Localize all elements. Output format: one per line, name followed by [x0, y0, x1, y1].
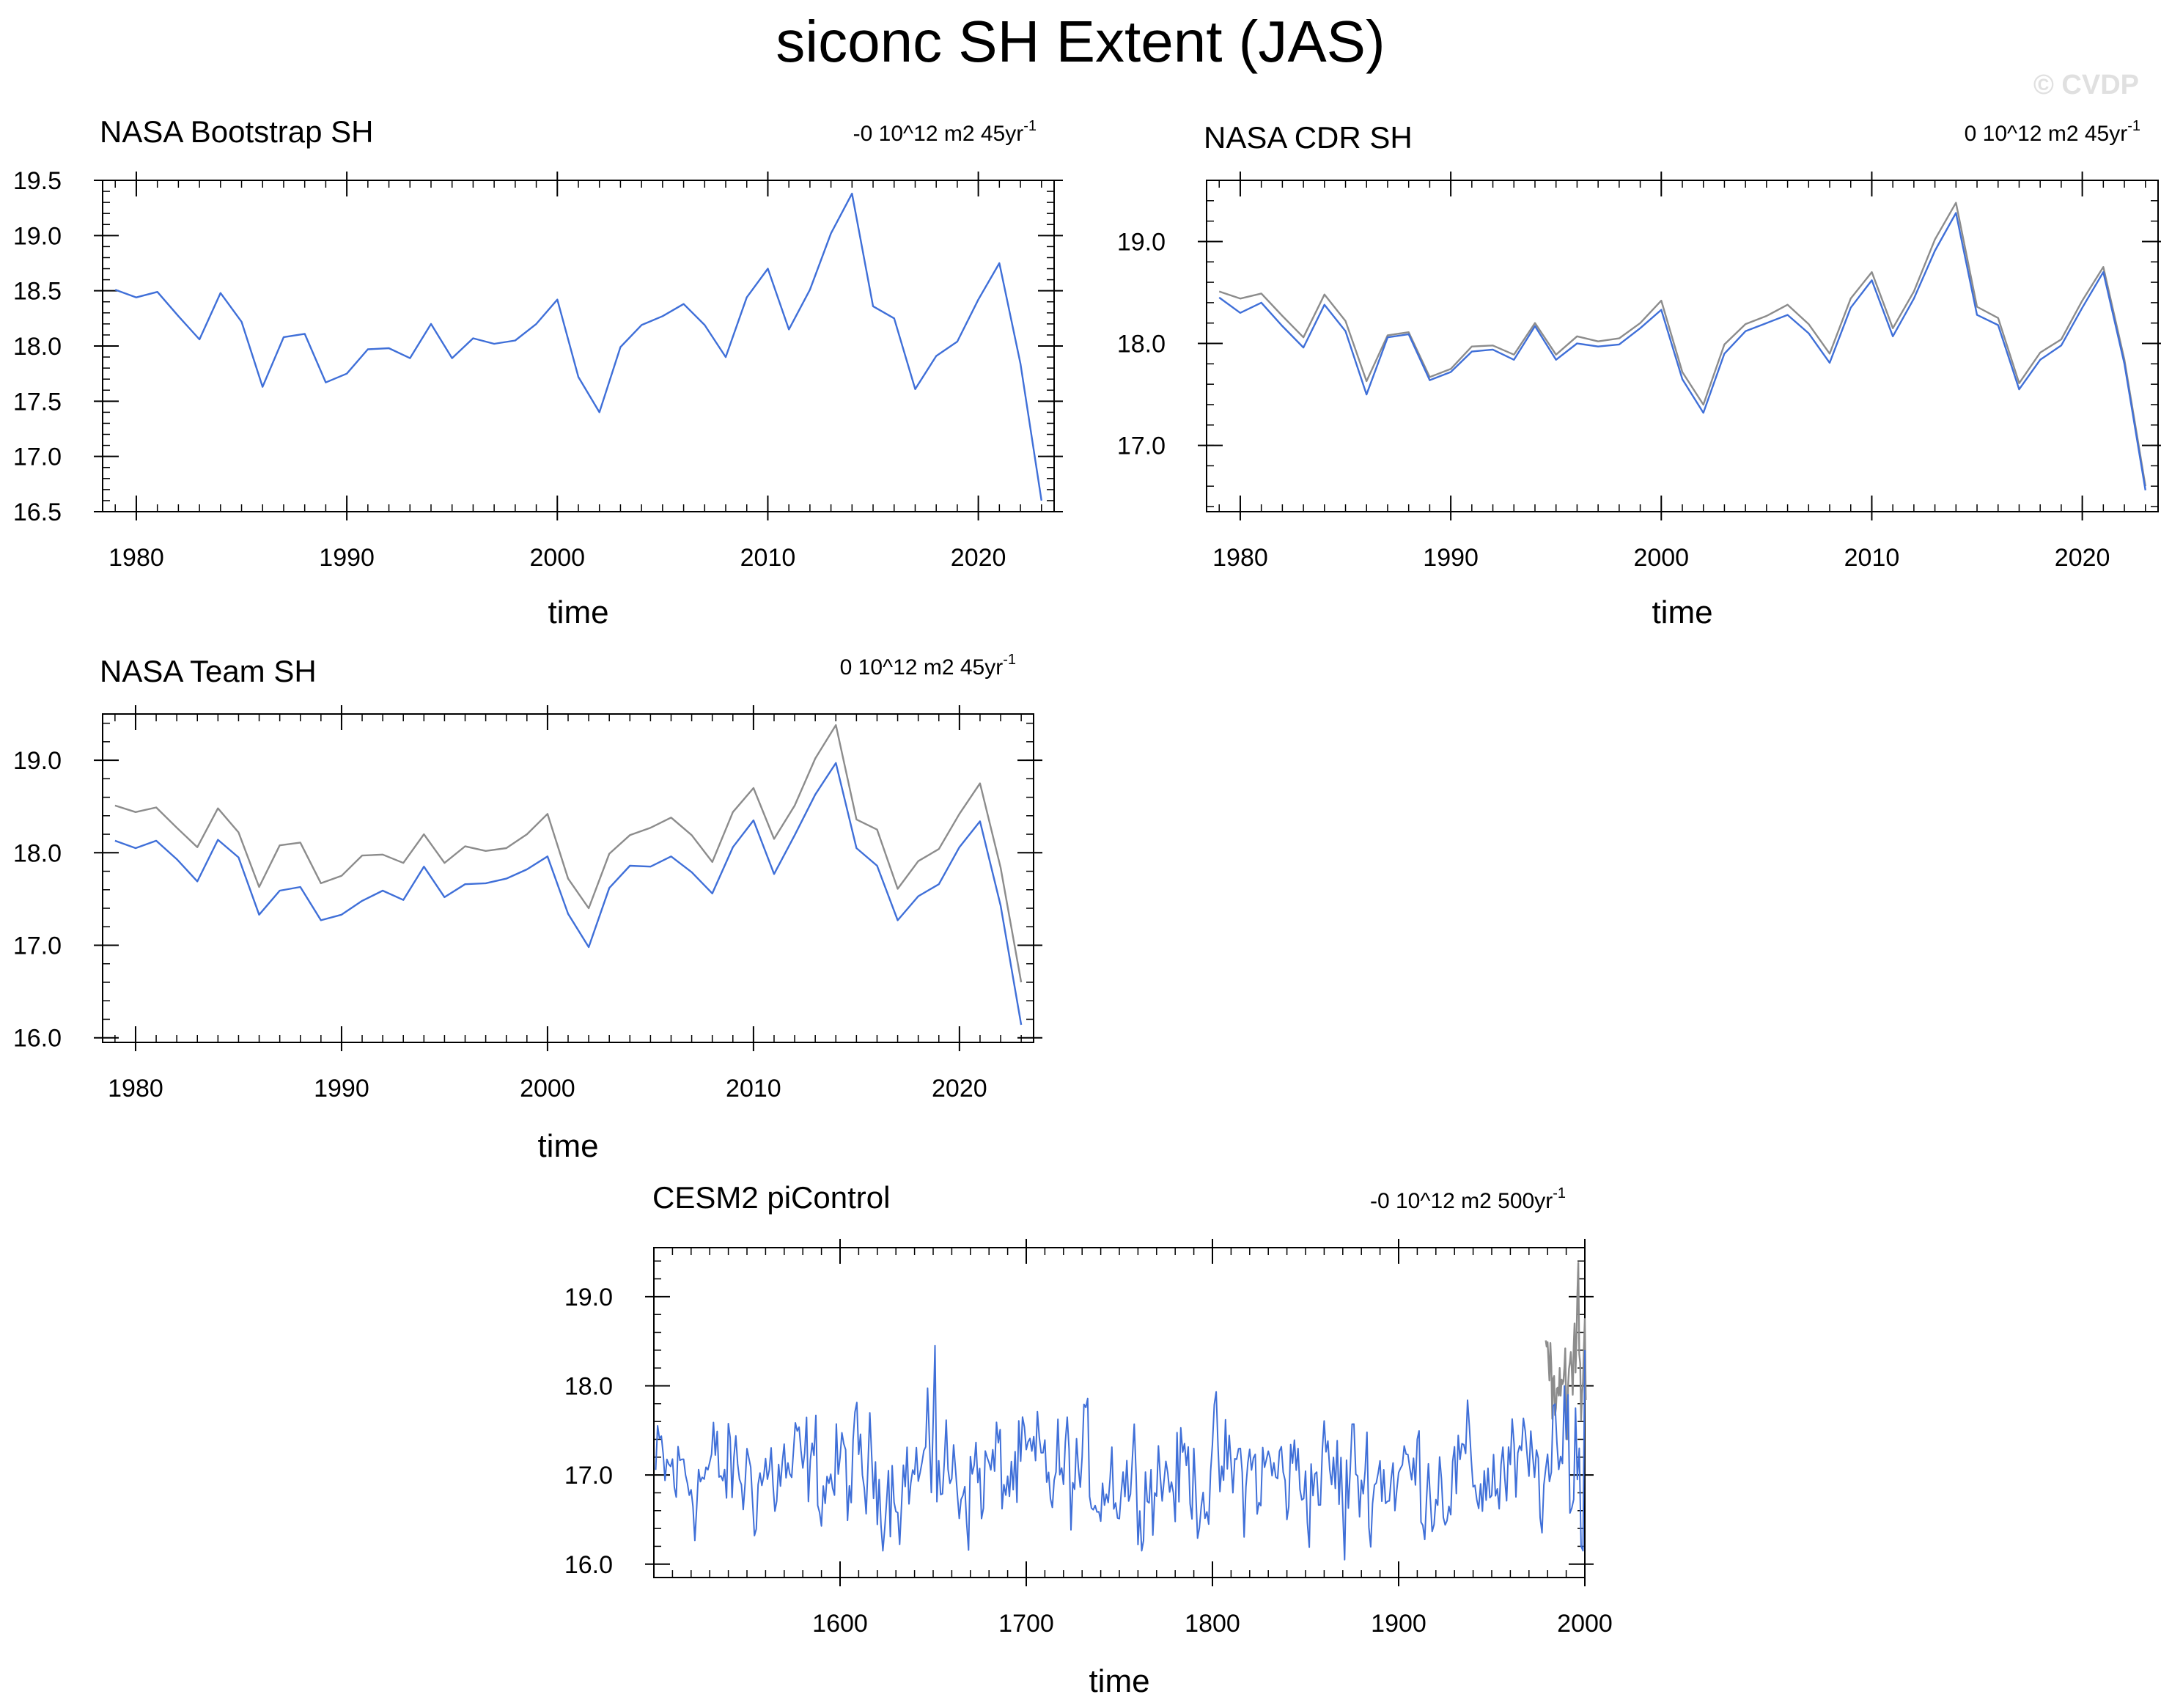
- x-tick-label: 1980: [108, 1075, 163, 1103]
- x-tick-label: 1600: [812, 1610, 868, 1638]
- y-tick-label: 17.0: [1117, 432, 1166, 460]
- figure-title: siconc SH Extent (JAS): [776, 9, 1385, 74]
- x-tick-label: 1800: [1185, 1610, 1240, 1638]
- x-tick-label: 2000: [520, 1075, 575, 1103]
- x-tick-label: 2000: [1633, 544, 1689, 572]
- x-tick-label: 2010: [740, 544, 796, 572]
- x-axis-label: time: [537, 1128, 598, 1164]
- series-line-nasa-bootstrap-sh: [114, 724, 1023, 983]
- panel-cesm2-picontrol: CESM2 piControl -0 10^12 m2 500yr-1 1600 17…: [564, 1180, 1613, 1699]
- x-tick-label: 1990: [314, 1075, 369, 1103]
- x-tick-label: 1900: [1371, 1610, 1426, 1638]
- y-tick-label: 19.0: [13, 747, 62, 775]
- x-tick-label: 2020: [932, 1075, 987, 1103]
- panel-nasa-bootstrap-sh: NASA Bootstrap SH -0 10^12 m2 45yr-1 1980 1…: [13, 114, 1063, 630]
- x-tick-label: 2010: [1844, 544, 1900, 572]
- y-tick-label: 19.0: [13, 222, 62, 250]
- series-line-nasa-cdr-sh: [1218, 212, 2146, 490]
- trend-label: 0 10^12 m2 45yr-1: [1965, 118, 2140, 146]
- y-tick-label: 16.0: [13, 1025, 62, 1053]
- x-tick-label: 1990: [319, 544, 375, 572]
- x-tick-label: 1980: [1212, 544, 1268, 572]
- x-axis-label: time: [1652, 595, 1712, 630]
- y-tick-label: 19.0: [1117, 228, 1166, 256]
- panel-title: NASA Team SH: [100, 654, 317, 688]
- y-tick-label: 18.0: [13, 839, 62, 867]
- y-tick-label: 17.0: [13, 443, 62, 471]
- panel-title: NASA Bootstrap SH: [100, 114, 374, 149]
- series-line-cesm2-picontrol: [655, 1344, 1586, 1561]
- panel-nasa-cdr-sh: NASA CDR SH 0 10^12 m2 45yr-1 1980 1990 2000…: [1117, 118, 2161, 630]
- panel-title: CESM2 piControl: [652, 1180, 890, 1215]
- y-tick-label: 19.0: [564, 1284, 613, 1311]
- x-tick-label: 1980: [108, 544, 164, 572]
- series-line-nasa-bootstrap-sh: [1218, 202, 2146, 487]
- x-tick-label: 2020: [951, 544, 1006, 572]
- plot-frame: [653, 1247, 1586, 1578]
- trend-label: -0 10^12 m2 45yr-1: [853, 118, 1037, 146]
- y-tick-label: 17.0: [564, 1462, 613, 1490]
- trend-label: 0 10^12 m2 45yr-1: [840, 652, 1016, 680]
- y-tick-label: 16.5: [13, 498, 62, 526]
- x-tick-label: 2020: [2055, 544, 2110, 572]
- y-tick-label: 18.0: [564, 1373, 613, 1401]
- y-tick-label: 18.0: [13, 333, 62, 361]
- trend-label: -0 10^12 m2 500yr-1: [1370, 1185, 1566, 1213]
- y-tick-label: 18.5: [13, 278, 62, 306]
- watermark: © CVDP: [2033, 70, 2139, 100]
- panel-title: NASA CDR SH: [1204, 120, 1413, 155]
- panel-nasa-team-sh: NASA Team SH 0 10^12 m2 45yr-1 1980 1990 200…: [13, 652, 1042, 1164]
- x-tick-label: 1990: [1423, 544, 1479, 572]
- x-axis-label: time: [548, 595, 608, 630]
- series-line-nasa-bootstrap-sh: [114, 192, 1042, 501]
- x-tick-label: 2000: [529, 544, 585, 572]
- y-tick-label: 18.0: [1117, 331, 1166, 358]
- plot-frame: [1206, 180, 2159, 512]
- y-tick-label: 19.5: [13, 167, 62, 195]
- y-tick-label: 16.0: [564, 1551, 613, 1579]
- series-line-nasa-team-sh: [114, 762, 1023, 1026]
- x-tick-label: 2010: [726, 1075, 781, 1103]
- x-tick-label: 2000: [1557, 1610, 1613, 1638]
- y-tick-label: 17.5: [13, 388, 62, 416]
- plot-frame: [102, 180, 1055, 512]
- y-tick-label: 17.0: [13, 932, 62, 960]
- x-tick-label: 1700: [998, 1610, 1054, 1638]
- x-axis-label: time: [1089, 1663, 1149, 1699]
